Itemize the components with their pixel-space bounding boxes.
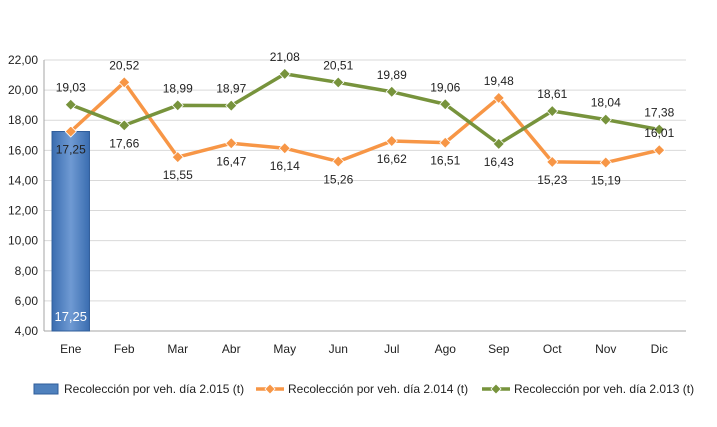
point-data-label: 17,38: [644, 106, 674, 120]
y-tick-label: 4,00: [15, 324, 39, 338]
point-data-label: 16,43: [484, 155, 514, 169]
x-tick-label: Jul: [384, 342, 399, 356]
bar: [51, 131, 90, 332]
point-data-label: 15,55: [163, 168, 193, 182]
legend-label: Recolección por veh. día 2.014 (t): [288, 382, 468, 396]
grid-layer: [44, 59, 686, 332]
series-line: [70, 72, 660, 146]
point-data-label: 16,01: [644, 126, 674, 140]
x-tick-label: Abr: [222, 342, 241, 356]
point-data-label: 18,97: [216, 82, 246, 96]
series-point: [278, 142, 291, 155]
series-point: [332, 155, 345, 168]
x-tick-label: Mar: [167, 342, 188, 356]
legend-label: Recolección por veh. día 2.015 (t): [64, 382, 244, 396]
x-tick-label: Sep: [488, 342, 510, 356]
y-tick-label: 20,00: [8, 83, 38, 97]
x-tick-label: Ago: [435, 342, 457, 356]
point-data-label: 15,26: [323, 172, 353, 186]
point-data-label: 15,23: [537, 173, 567, 187]
x-tick-label: Feb: [114, 342, 135, 356]
series-point: [653, 144, 666, 157]
point-data-label: 19,03: [56, 81, 86, 95]
x-tick-label: Jun: [329, 342, 348, 356]
point-data-label: 19,06: [430, 80, 460, 94]
series-point: [332, 76, 345, 89]
x-tick-label: Oct: [543, 342, 562, 356]
point-data-label: 21,08: [270, 50, 300, 64]
point-data-label: 18,61: [537, 87, 567, 101]
series-point: [171, 99, 184, 112]
line-layer: [64, 67, 666, 169]
series-point: [118, 76, 131, 89]
y-tick-label: 16,00: [8, 143, 38, 157]
point-data-label: 18,04: [591, 96, 621, 110]
legend-marker: [490, 383, 502, 395]
legend-marker: [264, 383, 276, 395]
series-point: [599, 156, 612, 169]
series-point: [492, 137, 505, 150]
series-point: [278, 67, 291, 80]
point-data-label: 19,89: [377, 68, 407, 82]
y-tick-label: 12,00: [8, 204, 38, 218]
y-tick-label: 6,00: [15, 294, 39, 308]
y-tick-label: 8,00: [15, 264, 39, 278]
series-point: [385, 85, 398, 98]
series-point: [439, 98, 452, 111]
point-data-label: 20,51: [323, 58, 353, 72]
y-tick-label: 22,00: [8, 53, 38, 67]
x-tick-label: Dic: [651, 342, 668, 356]
series-point: [64, 125, 77, 138]
x-tick-label: Ene: [60, 342, 82, 356]
series-point: [599, 113, 612, 126]
series-point: [653, 123, 666, 136]
series-point: [385, 134, 398, 148]
bar-data-label: 17,25: [54, 309, 87, 324]
series-point: [225, 137, 238, 150]
series-point: [171, 151, 184, 164]
point-data-label: 16,47: [216, 154, 246, 168]
x-tick-label: Nov: [595, 342, 616, 356]
point-data-label: 20,52: [109, 58, 139, 72]
series-line: [69, 80, 660, 165]
series-point: [492, 91, 505, 105]
series-point: [118, 119, 131, 132]
legend-label: Recolección por veh. día 2.013 (t): [514, 382, 694, 396]
series-point: [546, 155, 559, 168]
point-data-label: 16,62: [377, 152, 407, 166]
bar-layer: [51, 131, 90, 332]
point-data-label: 17,66: [109, 136, 139, 150]
series-point: [225, 99, 238, 112]
series-point: [439, 136, 452, 149]
point-data-label: 16,14: [270, 159, 300, 173]
axis-layer: 4,00 6,00 8,00 10,00 12,00 14,00 16,00 18,00 20,…: [8, 53, 686, 356]
point-data-label: 17,25: [56, 143, 86, 157]
point-data-label: 18,99: [163, 81, 193, 95]
label-layer: 17,25 17,25 20,52 15,55 16,47 16,14 15,26 16,62…: [54, 50, 674, 324]
y-tick-label: 10,00: [8, 234, 38, 248]
point-data-label: 19,48: [484, 74, 514, 88]
legend-swatch: [33, 383, 59, 395]
x-tick-label: May: [273, 342, 296, 356]
y-tick-label: 14,00: [8, 173, 38, 187]
series-point: [64, 98, 77, 111]
series-point: [546, 104, 559, 118]
point-data-label: 16,51: [430, 154, 460, 168]
point-data-label: 15,19: [591, 174, 621, 188]
legend-layer: Recolección por veh. día 2.015 (t) Recole…: [33, 382, 694, 396]
y-tick-label: 18,00: [8, 113, 38, 127]
